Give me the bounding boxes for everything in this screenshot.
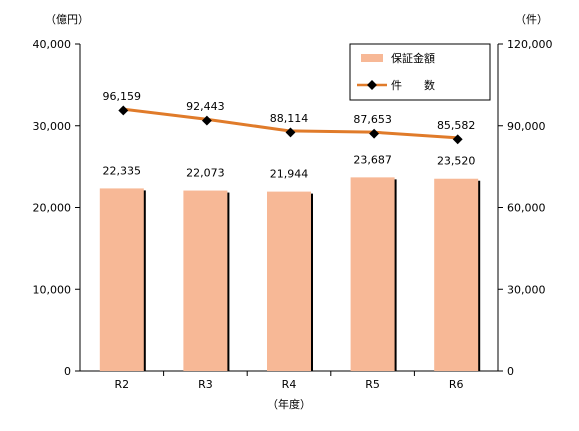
right-tick-label: 0 <box>507 365 514 378</box>
x-axis-ticks: R2 R3 R4 R5 R6 <box>114 371 464 391</box>
bar <box>350 177 395 371</box>
left-tick-label: 30,000 <box>33 120 72 133</box>
legend-line-label: 件 数 <box>391 79 435 92</box>
right-tick-label: 90,000 <box>507 120 546 133</box>
legend-bar-swatch <box>361 54 383 62</box>
right-axis-unit: （件） <box>515 13 548 26</box>
line-data-label: 96,159 <box>103 90 142 103</box>
line-series <box>118 105 463 145</box>
left-axis-ticks: 0 10,000 20,000 30,000 40,000 <box>33 38 80 378</box>
line-marker <box>285 127 296 138</box>
legend-box <box>349 43 491 101</box>
left-tick-label: 0 <box>64 365 71 378</box>
legend-bar-label: 保証金額 <box>391 51 435 65</box>
right-axis-ticks: 0 30,000 60,000 90,000 120,000 <box>498 38 553 378</box>
legend: 保証金額 件 数 <box>349 43 491 101</box>
right-tick-label: 60,000 <box>507 202 546 215</box>
x-axis-label: （年度） <box>267 397 311 411</box>
line-marker <box>201 115 212 126</box>
bar <box>99 188 144 371</box>
bar <box>183 190 228 371</box>
bar <box>267 191 311 371</box>
right-tick-label: 120,000 <box>507 38 553 51</box>
bar-data-label: 21,944 <box>270 168 309 181</box>
line-data-label: 92,443 <box>186 100 225 113</box>
left-tick-label: 20,000 <box>33 202 72 215</box>
line-data-label: 87,653 <box>353 113 392 126</box>
x-tick-label: R4 <box>282 378 297 391</box>
bar <box>434 178 479 371</box>
bar-data-label: 22,073 <box>186 167 225 180</box>
bar-series <box>99 177 481 371</box>
x-tick-label: R3 <box>198 378 213 391</box>
line-marker <box>118 105 129 116</box>
bar-data-label: 23,687 <box>353 153 392 166</box>
right-tick-label: 30,000 <box>507 283 546 296</box>
bar-data-label: 23,520 <box>437 155 476 168</box>
line-marker <box>369 128 380 139</box>
x-tick-label: R2 <box>114 378 129 391</box>
line-data-labels: 96,159 92,443 88,114 87,653 85,582 <box>103 90 476 132</box>
left-tick-label: 40,000 <box>33 38 72 51</box>
x-tick-label: R6 <box>449 378 464 391</box>
line-marker <box>452 134 463 145</box>
left-axis-unit: （億円） <box>45 13 89 26</box>
x-tick-label: R5 <box>365 378 380 391</box>
line-data-label: 85,582 <box>437 119 476 132</box>
bar-data-labels: 22,335 22,073 21,944 23,687 23,520 <box>103 153 476 180</box>
line-data-label: 88,114 <box>270 112 309 125</box>
bar-data-label: 22,335 <box>103 164 142 177</box>
left-tick-label: 10,000 <box>33 283 72 296</box>
